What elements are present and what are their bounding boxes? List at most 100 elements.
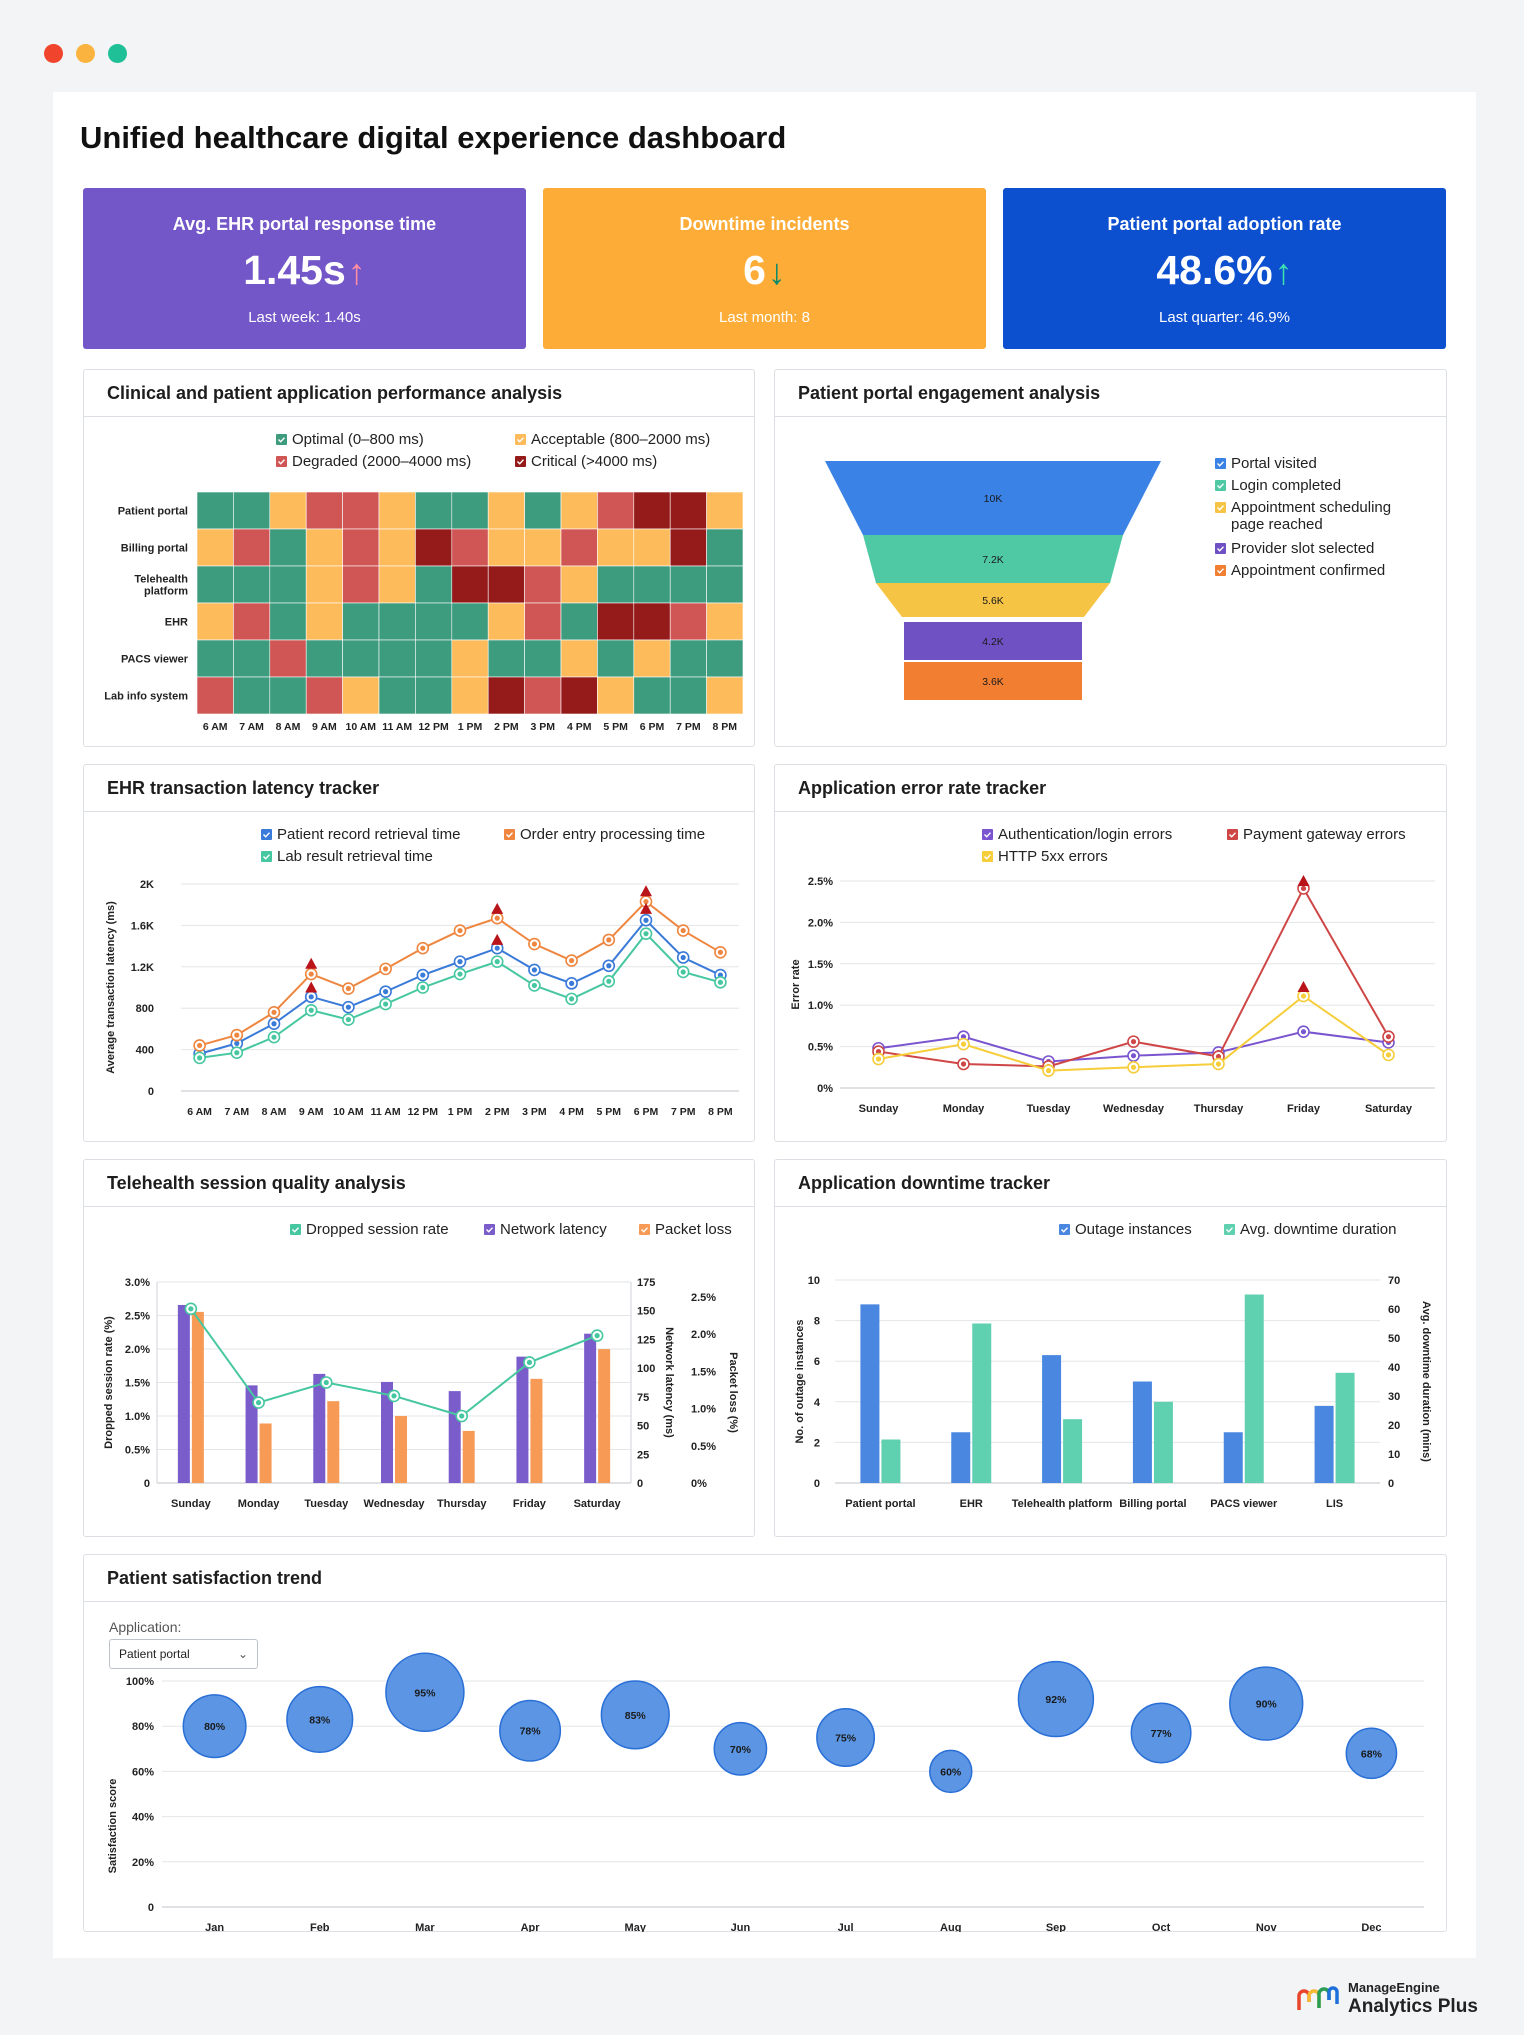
legend-label: Degraded (2000–4000 ms): [292, 453, 471, 470]
y-tick-label: 8: [814, 1316, 820, 1328]
bubble: [929, 1749, 973, 1794]
data-point-core: [1385, 1052, 1392, 1058]
data-point-core: [188, 1306, 194, 1312]
close-window-dot[interactable]: [44, 44, 63, 63]
y-tick-label: 1.6K: [131, 920, 154, 932]
satisfaction-chart: 0 20% 40% 60% 80% 100% Satisfaction score Jan Fe…: [107, 1652, 1424, 1932]
kpi-card-ehr-response[interactable]: Avg. EHR portal response time 1.45s↑ Las…: [83, 188, 526, 349]
kpi-value: 6↓: [743, 247, 786, 293]
y3-tick-label: 2.5%: [691, 1292, 716, 1304]
y-tick-label: 0: [144, 1478, 150, 1490]
x-tick-label: Jan: [205, 1922, 224, 1932]
y2-tick-label: 0: [1388, 1478, 1394, 1490]
heatmap-cell: [196, 491, 234, 530]
heatmap-cell: [669, 676, 707, 715]
column-label: 12 PM: [418, 721, 449, 733]
x-tick-label: Monday: [238, 1498, 280, 1510]
heatmap-cell: [706, 528, 744, 567]
bubble: [1130, 1702, 1192, 1764]
data-point-core: [643, 898, 649, 905]
y-tick-label: 60%: [132, 1766, 154, 1778]
panel-title: Patient portal engagement analysis: [775, 370, 1446, 417]
bubble-label: 60%: [940, 1766, 962, 1778]
legend-label: Optimal (0–800 ms): [292, 431, 424, 448]
data-point-core: [875, 1056, 882, 1062]
heatmap-cell: [342, 639, 380, 678]
data-point-core: [717, 979, 724, 985]
data-point-core: [457, 971, 463, 977]
heatmap-cell: [706, 602, 744, 641]
bar-downtime-duration: [1244, 1294, 1264, 1483]
minimize-window-dot[interactable]: [76, 44, 95, 63]
row-label: Patient portal: [118, 506, 188, 518]
maximize-window-dot[interactable]: [108, 44, 127, 63]
x-tick-label: 7 AM: [224, 1106, 249, 1118]
x-tick-label: Saturday: [1365, 1103, 1413, 1115]
y3-tick-label: 2.0%: [691, 1329, 716, 1341]
row-label: Lab info system: [104, 691, 188, 703]
down-arrow-icon: ↓: [767, 251, 786, 292]
telehealth-chart: Dropped session rate Network latency Packe…: [103, 1221, 739, 1510]
heatmap-cell: [269, 639, 307, 678]
heatmap-cell: [342, 491, 380, 530]
x-tick-label: Telehealth platform: [1012, 1498, 1113, 1510]
data-point-core: [1130, 1039, 1137, 1045]
legend-swatch: [261, 851, 272, 862]
heatmap-cell: [560, 565, 598, 604]
data-point-core: [531, 982, 537, 989]
bar-network-latency: [448, 1391, 461, 1483]
kpi-card-downtime[interactable]: Downtime incidents 6↓ Last month: 8: [543, 188, 986, 349]
x-tick-label: LIS: [1326, 1498, 1343, 1510]
heatmap-cell: [415, 528, 453, 567]
y2-tick-label: 100: [637, 1363, 655, 1375]
funnel-chart: 10K 7.2K 5.6K 4.2K 3.6K Portal visited Login c…: [825, 455, 1391, 700]
heatmap-cell: [269, 602, 307, 641]
legend-label: Avg. downtime duration: [1240, 1221, 1396, 1238]
legend-swatch: [1059, 1224, 1070, 1235]
y2-axis-label: Network latency (ms): [663, 1327, 675, 1438]
panel-title: Patient satisfaction trend: [84, 1555, 1446, 1602]
data-point-core: [271, 1034, 277, 1040]
data-point-core: [526, 1359, 533, 1365]
bubble-label: 68%: [1361, 1748, 1383, 1760]
row-label: Billing portal: [121, 543, 188, 555]
data-point-core: [531, 967, 537, 973]
funnel-value-label: 4.2K: [982, 636, 1004, 648]
data-point-core: [459, 1413, 465, 1419]
legend-swatch: [261, 829, 272, 840]
legend-swatch: [484, 1224, 495, 1235]
application-select[interactable]: Patient portal ⌄: [109, 1639, 258, 1669]
heatmap-cell: [669, 602, 707, 641]
legend-swatch: [982, 851, 993, 862]
data-point-core: [1215, 1061, 1222, 1067]
y3-axis-label: Packet loss (%): [727, 1352, 739, 1433]
data-point-core: [680, 927, 686, 934]
legend-label: Login completed: [1231, 477, 1341, 494]
heatmap-cell: [451, 491, 489, 530]
x-tick-label: May: [625, 1922, 647, 1932]
legend-swatch: [1215, 543, 1226, 554]
x-tick-label: Jul: [838, 1922, 854, 1932]
x-tick-label: Sunday: [171, 1498, 212, 1510]
legend-swatch: [504, 829, 515, 840]
data-point-core: [255, 1400, 262, 1406]
data-point-core: [197, 1055, 203, 1061]
x-tick-label: Saturday: [574, 1498, 622, 1510]
legend-label: Appointment scheduling: [1231, 499, 1391, 516]
legend-swatch: [1215, 458, 1226, 469]
kpi-card-adoption[interactable]: Patient portal adoption rate 48.6%↑ Last…: [1003, 188, 1446, 349]
brand-logo: ManageEngine Analytics Plus: [1296, 1980, 1478, 2018]
legend-swatch: [276, 434, 287, 445]
x-tick-label: Thursday: [1194, 1103, 1244, 1115]
legend-label: page reached: [1231, 516, 1323, 533]
x-tick-label: PACS viewer: [1210, 1498, 1278, 1510]
heatmap-cell: [706, 565, 744, 604]
data-point-core: [1300, 885, 1307, 892]
heatmap-cell: [633, 639, 671, 678]
data-point-core: [960, 1041, 967, 1047]
y-tick-label: 800: [136, 1003, 154, 1015]
data-point-core: [606, 937, 612, 943]
x-tick-label: Wednesday: [1103, 1103, 1165, 1115]
funnel-stage: [825, 461, 1161, 535]
row-label: Telehealth: [134, 574, 188, 586]
